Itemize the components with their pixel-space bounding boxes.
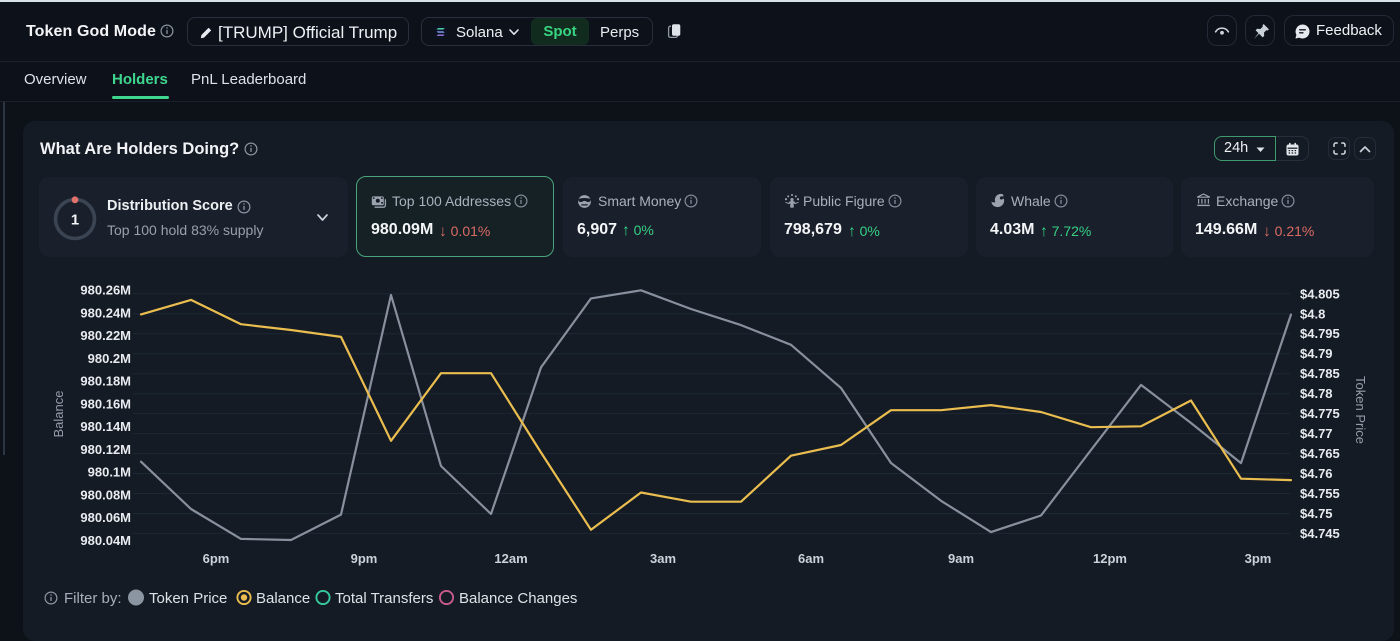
svg-text:980.18M: 980.18M (80, 374, 131, 389)
svg-text:3pm: 3pm (1245, 551, 1272, 566)
svg-text:6pm: 6pm (203, 551, 230, 566)
svg-text:Balance Changes: Balance Changes (459, 590, 577, 607)
svg-text:$4.805: $4.805 (1300, 286, 1340, 301)
svg-text:$4.755: $4.755 (1300, 486, 1340, 501)
svg-text:$4.785: $4.785 (1300, 366, 1340, 381)
svg-text:12am: 12am (494, 551, 527, 566)
svg-text:Balance: Balance (51, 391, 66, 438)
svg-text:9pm: 9pm (351, 551, 378, 566)
svg-text:980.14M: 980.14M (80, 419, 131, 434)
svg-text:$4.795: $4.795 (1300, 326, 1340, 341)
svg-text:Total Transfers: Total Transfers (335, 590, 433, 607)
svg-text:Token Price: Token Price (1353, 376, 1368, 444)
svg-text:Token Price: Token Price (149, 590, 227, 607)
svg-text:$4.765: $4.765 (1300, 446, 1340, 461)
svg-text:3am: 3am (650, 551, 676, 566)
svg-text:980.1M: 980.1M (88, 465, 131, 480)
svg-text:$4.78: $4.78 (1300, 386, 1333, 401)
svg-text:Filter by:: Filter by: (64, 590, 122, 607)
svg-text:980.22M: 980.22M (80, 328, 131, 343)
svg-text:980.26M: 980.26M (80, 283, 131, 298)
svg-text:$4.745: $4.745 (1300, 526, 1340, 541)
svg-text:12pm: 12pm (1093, 551, 1127, 566)
svg-text:$4.77: $4.77 (1300, 426, 1333, 441)
svg-text:Balance: Balance (256, 590, 310, 607)
svg-text:$4.79: $4.79 (1300, 346, 1333, 361)
svg-text:$4.775: $4.775 (1300, 406, 1340, 421)
svg-text:980.08M: 980.08M (80, 487, 131, 502)
svg-text:980.24M: 980.24M (80, 305, 131, 320)
svg-text:$4.76: $4.76 (1300, 466, 1333, 481)
svg-text:980.06M: 980.06M (80, 510, 131, 525)
svg-text:$4.75: $4.75 (1300, 506, 1333, 521)
svg-text:980.16M: 980.16M (80, 396, 131, 411)
svg-text:$4.8: $4.8 (1300, 306, 1325, 321)
svg-text:980.12M: 980.12M (80, 442, 131, 457)
svg-text:1: 1 (71, 212, 79, 229)
svg-text:6am: 6am (798, 551, 824, 566)
svg-text:9am: 9am (948, 551, 974, 566)
svg-text:980.04M: 980.04M (80, 533, 131, 548)
svg-text:980.2M: 980.2M (88, 351, 131, 366)
